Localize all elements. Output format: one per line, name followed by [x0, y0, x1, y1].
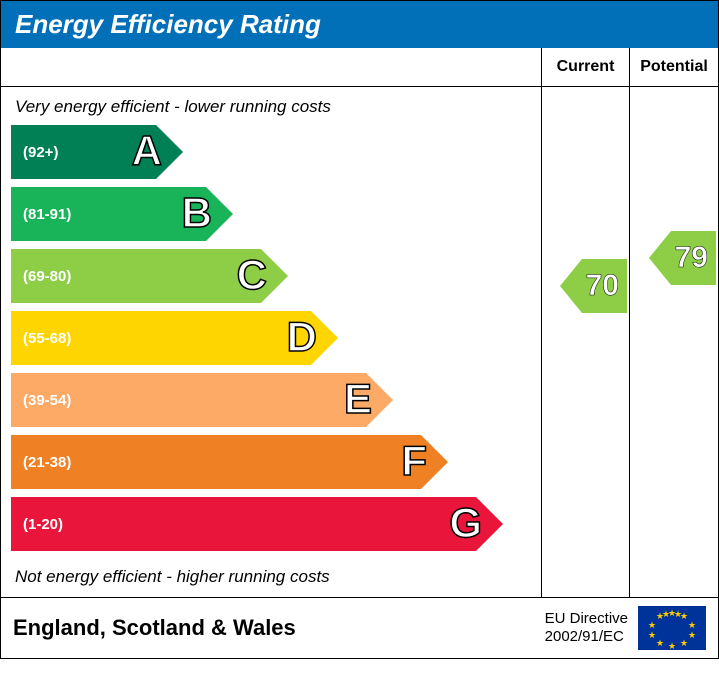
- band-C: (69-80) C: [11, 249, 541, 303]
- band-letter-D: D: [287, 313, 317, 361]
- chart-body: Very energy efficient - lower running co…: [1, 87, 718, 597]
- header-spacer: [1, 48, 542, 86]
- footer-directive: EU Directive 2002/91/EC: [545, 610, 628, 646]
- directive-line2: 2002/91/EC: [545, 628, 628, 646]
- band-E: (39-54) E: [11, 373, 541, 427]
- current-column: 70: [542, 87, 630, 597]
- column-headers: Current Potential: [1, 48, 718, 87]
- band-range-D: (55-68): [11, 330, 71, 347]
- header-current: Current: [542, 48, 630, 86]
- chart-title: Energy Efficiency Rating: [1, 1, 718, 48]
- epc-chart: Energy Efficiency Rating Current Potenti…: [0, 0, 719, 659]
- band-G: (1-20) G: [11, 497, 541, 551]
- band-range-B: (81-91): [11, 206, 71, 223]
- potential-rating-pointer: 79: [649, 231, 716, 285]
- band-letter-B: B: [182, 189, 212, 237]
- band-D: (55-68) D: [11, 311, 541, 365]
- current-rating-pointer: 70: [560, 259, 627, 313]
- header-potential: Potential: [630, 48, 718, 86]
- potential-column: 79: [630, 87, 718, 597]
- band-range-C: (69-80): [11, 268, 71, 285]
- directive-line1: EU Directive: [545, 610, 628, 628]
- rating-value: 70: [582, 259, 627, 313]
- band-B: (81-91) B: [11, 187, 541, 241]
- band-range-E: (39-54): [11, 392, 71, 409]
- band-F: (21-38) F: [11, 435, 541, 489]
- footer-region: England, Scotland & Wales: [13, 615, 545, 641]
- band-letter-C: C: [237, 251, 267, 299]
- chart-footer: England, Scotland & Wales EU Directive 2…: [1, 597, 718, 658]
- band-A: (92+) A: [11, 125, 541, 179]
- band-letter-G: G: [449, 499, 482, 547]
- band-range-G: (1-20): [11, 516, 63, 533]
- eu-flag-icon: ★ ★ ★ ★ ★ ★ ★ ★ ★ ★ ★ ★: [638, 606, 706, 650]
- bands-panel: Very energy efficient - lower running co…: [1, 87, 542, 597]
- band-letter-F: F: [401, 437, 427, 485]
- caption-efficient: Very energy efficient - lower running co…: [11, 95, 541, 125]
- band-letter-E: E: [344, 375, 372, 423]
- band-range-F: (21-38): [11, 454, 71, 471]
- band-range-A: (92+): [11, 144, 58, 161]
- caption-inefficient: Not energy efficient - higher running co…: [11, 559, 541, 589]
- rating-value: 79: [671, 231, 716, 285]
- band-letter-A: A: [132, 127, 162, 175]
